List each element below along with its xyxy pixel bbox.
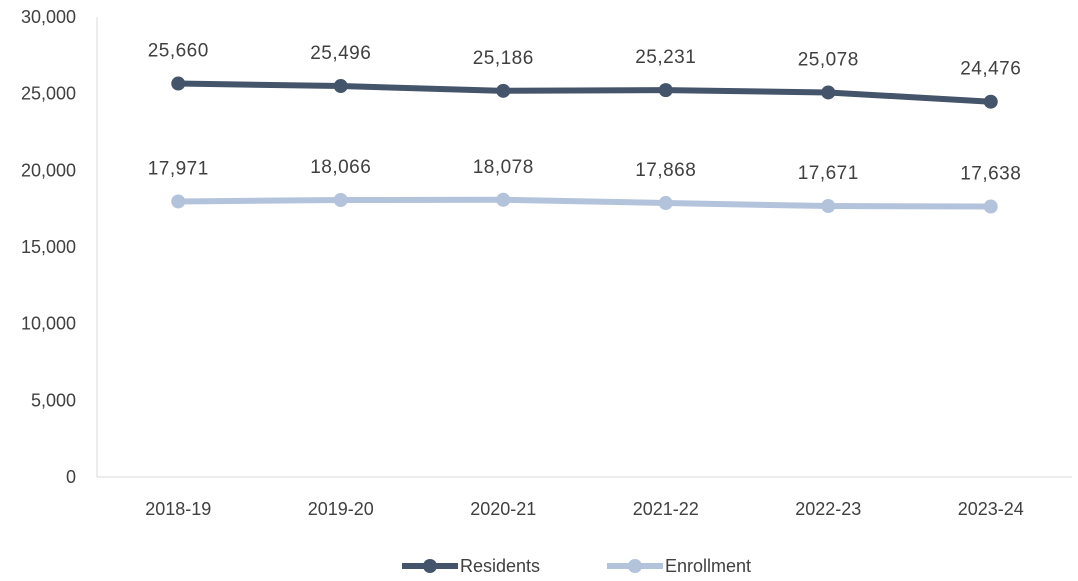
x-axis-tick-labels: 2018-19 2019-20 2020-21 2021-22 2022-23 2023-… bbox=[145, 499, 1024, 519]
legend-swatch-marker bbox=[628, 559, 642, 573]
data-label-enrollment: 17,868 bbox=[635, 160, 696, 181]
data-label-enrollment: 17,638 bbox=[960, 164, 1021, 185]
y-tick-label: 20,000 bbox=[21, 160, 76, 180]
x-tick-label: 2018-19 bbox=[145, 499, 211, 519]
data-label-residents: 25,186 bbox=[473, 48, 534, 69]
legend-item-residents: Residents bbox=[402, 556, 540, 576]
data-label-enrollment: 18,078 bbox=[473, 157, 534, 178]
series-enrollment bbox=[171, 193, 998, 214]
data-point-enrollment bbox=[821, 199, 835, 213]
data-point-residents bbox=[984, 95, 998, 109]
y-tick-label: 5,000 bbox=[31, 390, 76, 410]
y-tick-label: 25,000 bbox=[21, 84, 76, 104]
data-label-enrollment: 17,971 bbox=[148, 158, 209, 179]
x-tick-label: 2022-23 bbox=[795, 499, 861, 519]
series-line-residents bbox=[178, 84, 991, 102]
y-tick-label: 30,000 bbox=[21, 7, 76, 27]
data-point-residents bbox=[171, 77, 185, 91]
data-point-enrollment bbox=[334, 193, 348, 207]
x-tick-label: 2023-24 bbox=[958, 499, 1024, 519]
y-axis-tick-labels: 0 5,000 10,000 15,000 20,000 25,000 30,000 bbox=[21, 7, 76, 487]
legend-item-enrollment: Enrollment bbox=[607, 556, 751, 576]
data-label-enrollment: 18,066 bbox=[310, 157, 371, 178]
data-point-residents bbox=[659, 83, 673, 97]
data-point-enrollment bbox=[984, 200, 998, 214]
series-line-enrollment bbox=[178, 200, 991, 207]
data-point-enrollment bbox=[171, 194, 185, 208]
data-point-enrollment bbox=[496, 193, 510, 207]
x-tick-label: 2020-21 bbox=[470, 499, 536, 519]
data-label-layer: 25,660 25,496 25,186 25,231 25,078 24,476 17,9… bbox=[148, 41, 1022, 185]
legend-label: Enrollment bbox=[665, 556, 751, 576]
legend: Residents Enrollment bbox=[402, 556, 751, 576]
data-label-enrollment: 17,671 bbox=[798, 163, 859, 184]
legend-label: Residents bbox=[460, 556, 540, 576]
y-tick-label: 0 bbox=[66, 467, 76, 487]
legend-swatch-marker bbox=[423, 559, 437, 573]
series-residents bbox=[171, 77, 998, 109]
data-label-residents: 25,660 bbox=[148, 41, 209, 62]
data-label-residents: 25,496 bbox=[310, 43, 371, 64]
data-point-residents bbox=[496, 84, 510, 98]
data-label-residents: 25,231 bbox=[635, 47, 696, 68]
data-point-enrollment bbox=[659, 196, 673, 210]
y-tick-label: 15,000 bbox=[21, 237, 76, 257]
data-label-residents: 24,476 bbox=[960, 59, 1021, 80]
x-tick-label: 2019-20 bbox=[308, 499, 374, 519]
y-tick-label: 10,000 bbox=[21, 314, 76, 334]
data-point-residents bbox=[334, 79, 348, 93]
series-layer bbox=[171, 77, 998, 214]
data-point-residents bbox=[821, 85, 835, 99]
data-label-residents: 25,078 bbox=[798, 49, 859, 70]
x-tick-label: 2021-22 bbox=[633, 499, 699, 519]
